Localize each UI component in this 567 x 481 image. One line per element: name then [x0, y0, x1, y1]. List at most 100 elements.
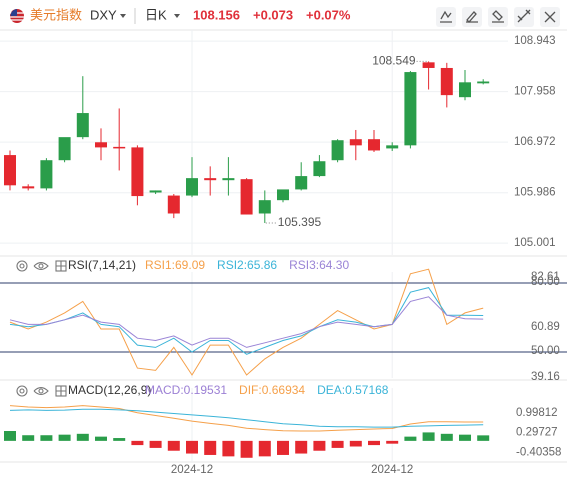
candle-body [349, 139, 362, 146]
dropdown-arrow[interactable] [174, 14, 180, 18]
change: +0.073 [253, 7, 293, 22]
series-line [9, 408, 484, 428]
period[interactable]: 日K [145, 7, 167, 22]
histogram-bar [167, 440, 180, 451]
expand-icon[interactable] [55, 260, 67, 272]
tool-button[interactable] [462, 7, 482, 27]
flag-icon [10, 9, 24, 23]
candle-body [40, 160, 53, 189]
histogram-bar [4, 431, 16, 441]
series-line [9, 287, 484, 355]
tool-button[interactable] [540, 7, 560, 27]
x-tick-label: 2024-12 [171, 464, 213, 476]
candle-body [386, 145, 399, 149]
histogram-bar [149, 440, 162, 448]
histogram-bar [477, 435, 490, 441]
candle-body [22, 186, 35, 189]
symbol-name: 美元指数 [30, 7, 82, 22]
y-tick-label: 105.986 [514, 187, 556, 199]
legend-entry: MACD:0.19531 [145, 383, 227, 397]
histogram-bar [386, 440, 399, 444]
histogram-bar [204, 440, 217, 455]
y-tick-label: 82.61 [531, 271, 560, 283]
series-line [9, 268, 484, 376]
legend-entry: DEA:0.57168 [317, 383, 389, 397]
histogram-bar [459, 434, 471, 441]
candle-body [186, 178, 198, 196]
histogram-bar [368, 440, 380, 446]
tool-button[interactable] [488, 7, 508, 27]
tool-button[interactable] [436, 7, 456, 27]
candle-body [131, 147, 144, 197]
candle-body [4, 155, 16, 186]
symbol-code[interactable]: DXY [90, 7, 117, 22]
y-tick-label: 0.29727 [516, 427, 558, 439]
candle-body [95, 142, 107, 148]
histogram-bar [186, 440, 198, 454]
y-tick-label: 107.958 [514, 86, 556, 98]
candle-body [368, 139, 380, 151]
visibility-icon[interactable] [33, 386, 49, 396]
tool-button[interactable] [514, 7, 534, 27]
histogram-bar [76, 433, 89, 441]
candle-body [404, 72, 417, 146]
level-label: 50.00 [531, 345, 560, 357]
y-tick-label: 106.972 [514, 136, 556, 148]
x-tick-label: 2024-12 [371, 464, 413, 476]
candle-body [167, 195, 180, 214]
candle-body [459, 82, 471, 98]
histogram-bar [258, 440, 271, 457]
histogram-bar [331, 440, 344, 448]
histogram-bar [113, 438, 126, 441]
candle-body [149, 190, 162, 193]
y-tick-label: 39.16 [531, 371, 560, 383]
candle-body [204, 178, 217, 181]
candle-body [277, 189, 289, 201]
histogram-bar [313, 440, 326, 451]
y-tick-label: -0.40358 [516, 446, 561, 458]
histogram-bar [240, 440, 253, 458]
histogram-bar [95, 436, 107, 441]
candle-body [440, 67, 453, 96]
y-tick-label: 108.943 [514, 35, 556, 47]
expand-icon[interactable] [55, 385, 67, 397]
indicator-title: MACD(12,26,9) [68, 383, 151, 397]
histogram-bar [131, 440, 144, 446]
candle-body [258, 200, 271, 214]
histogram-bar [277, 440, 289, 455]
candle-body [76, 113, 89, 138]
candle-body [313, 161, 326, 177]
histogram-bar [40, 435, 53, 441]
price: 108.156 [193, 7, 240, 22]
settings-icon[interactable] [16, 385, 28, 397]
legend-entry: RSI2:65.86 [217, 258, 277, 272]
indicator-title: RSI(7,14,21) [68, 258, 136, 272]
y-tick-label: 105.001 [514, 237, 556, 249]
candle-body [58, 137, 71, 161]
legend-entry: RSI1:69.09 [145, 258, 205, 272]
visibility-icon[interactable] [33, 261, 49, 271]
series-line [9, 405, 484, 432]
candle-body [477, 81, 490, 84]
candle-body [295, 176, 308, 190]
legend-entry: DIF:0.66934 [239, 383, 305, 397]
candle-body [331, 140, 344, 161]
histogram-bar [58, 434, 71, 441]
y-tick-label: 0.99812 [516, 407, 558, 419]
candle-body [113, 146, 126, 149]
histogram-bar [404, 436, 417, 441]
annotation: 105.395 [278, 215, 322, 229]
y-tick-label: 60.89 [531, 321, 560, 333]
candle-body [222, 178, 235, 181]
series-line [9, 296, 484, 348]
histogram-bar [440, 433, 453, 441]
dropdown-arrow[interactable] [120, 14, 126, 18]
annotation: 108.549 [372, 54, 416, 68]
histogram-bar [349, 440, 362, 447]
histogram-bar [222, 440, 235, 457]
settings-icon[interactable] [16, 260, 28, 272]
histogram-bar [295, 440, 308, 454]
level-label: 80.00 [531, 276, 560, 288]
